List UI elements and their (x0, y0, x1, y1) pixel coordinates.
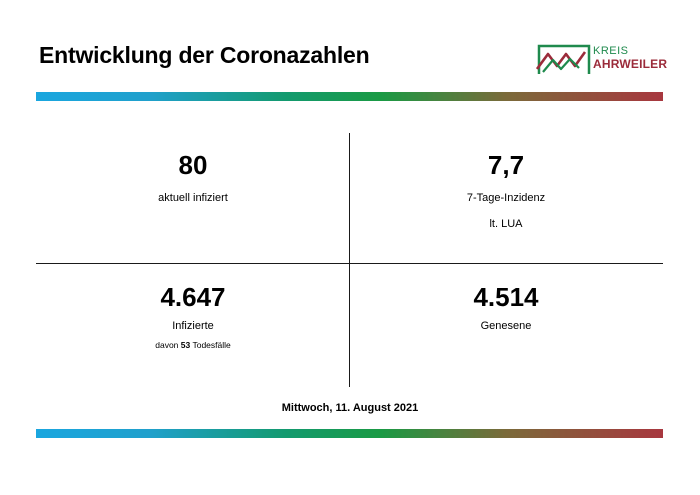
stat-infected-total: 4.647 Infizierte davon 53 Todesfälle (93, 282, 293, 351)
infected-total-label: Infizierte (172, 320, 214, 332)
report-date: Mittwoch, 11. August 2021 (281, 402, 419, 414)
recovered-value: 4.514 (473, 282, 539, 312)
incidence-value: 7,7 (487, 150, 525, 180)
deaths-suffix: Todesfälle (192, 340, 231, 350)
horizontal-divider (36, 263, 663, 265)
infected-now-value: 80 (178, 150, 208, 180)
stat-recovered: 4.514 Genesene (406, 282, 606, 334)
deaths-prefix: davon (155, 340, 179, 350)
incidence-label: 7-Tage-Inzidenz (466, 192, 546, 204)
deaths-note: davon 53 Todesfälle (93, 339, 293, 351)
logo-text-ahrweiler: AHRWEILER (593, 57, 668, 71)
incidence-source: lt. LUA (489, 218, 523, 230)
bottom-gradient-bar (36, 429, 663, 438)
infected-total-value: 4.647 (160, 282, 226, 312)
infected-now-label: aktuell infiziert (158, 192, 228, 204)
vertical-divider (349, 133, 351, 387)
deaths-value: 53 (180, 340, 191, 350)
kreis-ahrweiler-logo-mark-icon (536, 44, 591, 74)
page-title: Entwicklung der Coronazahlen (39, 42, 370, 68)
logo-text-kreis: KREIS (593, 45, 629, 57)
stat-infected-now: 80 aktuell infiziert (93, 150, 293, 206)
top-gradient-bar (36, 92, 663, 101)
stat-incidence: 7,7 7-Tage-Inzidenz lt. LUA (406, 150, 606, 232)
recovered-label: Genesene (480, 320, 532, 332)
kreis-ahrweiler-logo: KREIS AHRWEILER (536, 43, 668, 77)
